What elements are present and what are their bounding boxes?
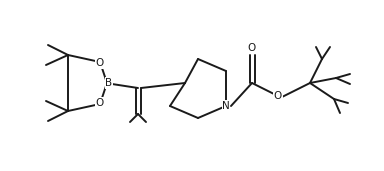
Text: O: O [96, 98, 104, 108]
Text: O: O [96, 58, 104, 68]
Text: N: N [222, 101, 230, 111]
Text: B: B [106, 78, 113, 88]
Text: O: O [274, 91, 282, 101]
Text: O: O [248, 43, 256, 53]
